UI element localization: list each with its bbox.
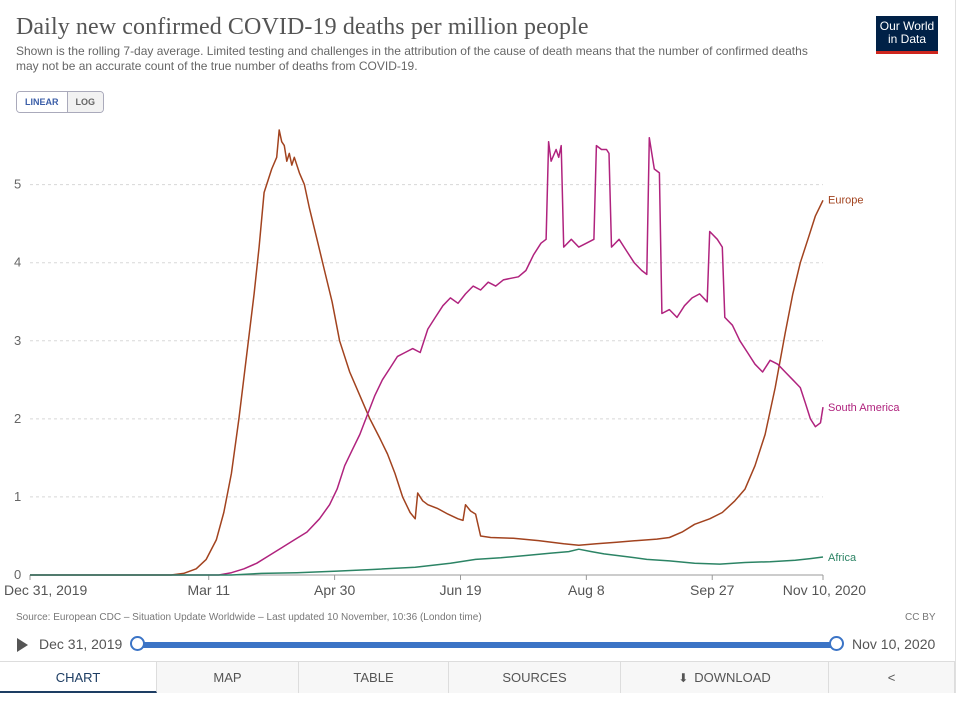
tab-map[interactable]: MAP: [157, 662, 299, 693]
y-tick-label: 1: [14, 489, 21, 504]
timeline-track[interactable]: [137, 642, 837, 648]
series-labels: Europe South America Africa: [828, 194, 900, 564]
series-lines: [30, 129, 824, 576]
share-icon: <: [887, 670, 896, 685]
owid-logo[interactable]: Our World in Data: [876, 16, 938, 54]
tab-download[interactable]: ⬇ DOWNLOAD: [621, 662, 829, 693]
timeline-start-label: Dec 31, 2019: [39, 636, 123, 652]
series-label-south-america: South America: [828, 402, 900, 414]
logo-line-2: in Data: [887, 32, 927, 46]
linear-scale-button[interactable]: LINEAR: [17, 92, 68, 112]
x-tick-label: Dec 31, 2019: [4, 582, 87, 598]
source-note: Source: European CDC – Situation Update …: [16, 612, 482, 623]
log-scale-button[interactable]: LOG: [67, 92, 103, 112]
series-label-africa: Africa: [828, 552, 857, 564]
y-tick-label: 3: [14, 333, 21, 348]
gridlines: [30, 184, 823, 498]
series-label-europe: Europe: [828, 194, 863, 206]
x-tick-label: Sep 27: [690, 582, 735, 598]
y-tick-label: 0: [14, 567, 21, 582]
series-line-europe: [30, 129, 824, 576]
line-chart: 0 1 2 3 4 5 Dec 31, 2019 Mar 11 Apr 30 Jun 19 Aug…: [4, 129, 900, 598]
chart-subtitle: Shown is the rolling 7-day average. Limi…: [16, 44, 808, 73]
timeline-end-label: Nov 10, 2020: [852, 636, 936, 652]
timeline-start-handle[interactable]: [130, 636, 145, 651]
tab-sources[interactable]: SOURCES: [449, 662, 621, 693]
timeline-end-handle[interactable]: [829, 636, 844, 651]
y-tick-label: 5: [14, 177, 21, 192]
tab-bar: CHART MAP TABLE SOURCES ⬇ DOWNLOAD <: [0, 661, 955, 694]
license-link[interactable]: CC BY: [905, 612, 936, 623]
x-axis: Dec 31, 2019 Mar 11 Apr 30 Jun 19 Aug 8 Sep 2…: [4, 574, 866, 598]
series-line-south-america: [30, 137, 824, 576]
x-tick-label: Aug 8: [568, 582, 605, 598]
scale-toggle[interactable]: LINEAR LOG: [16, 91, 104, 113]
tab-download-label: DOWNLOAD: [694, 670, 771, 685]
y-tick-label: 4: [14, 255, 21, 270]
y-tick-label: 2: [14, 411, 21, 426]
tab-table[interactable]: TABLE: [299, 662, 449, 693]
play-icon[interactable]: [17, 638, 28, 652]
x-tick-label: Nov 10, 2020: [783, 582, 866, 598]
tab-chart[interactable]: CHART: [0, 662, 157, 693]
logo-line-1: Our World: [879, 19, 935, 33]
series-line-africa: [30, 548, 824, 576]
download-icon: ⬇: [678, 671, 689, 685]
x-tick-label: Apr 30: [314, 582, 355, 598]
tab-share[interactable]: <: [829, 662, 955, 693]
x-tick-label: Mar 11: [187, 582, 230, 598]
chart-title: Daily new confirmed COVID-19 deaths per …: [16, 14, 589, 40]
y-axis-ticks: 0 1 2 3 4 5: [14, 177, 21, 582]
x-tick-label: Jun 19: [439, 582, 481, 598]
timeline: Dec 31, 2019 Nov 10, 2020: [0, 630, 955, 658]
